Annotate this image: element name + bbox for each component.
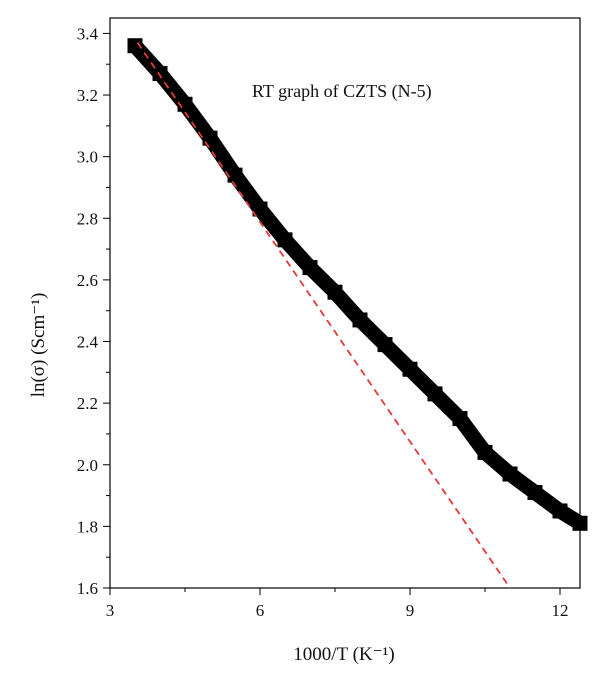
data-point bbox=[552, 503, 568, 519]
y-tick-label: 1.8 bbox=[77, 517, 98, 536]
data-point bbox=[427, 386, 443, 402]
y-tick-label: 2.2 bbox=[77, 394, 98, 413]
y-tick-label: 2.8 bbox=[77, 209, 98, 228]
x-tick-label: 3 bbox=[106, 601, 115, 620]
data-series bbox=[127, 38, 588, 531]
x-tick-label: 9 bbox=[406, 601, 415, 620]
y-tick-label: 3.4 bbox=[77, 24, 99, 43]
data-point bbox=[302, 260, 318, 276]
y-tick-label: 2.0 bbox=[77, 456, 98, 475]
data-point bbox=[277, 232, 293, 248]
plot-border bbox=[109, 17, 581, 589]
data-point bbox=[352, 312, 368, 328]
data-point bbox=[127, 38, 143, 54]
data-point bbox=[402, 361, 418, 377]
data-point bbox=[502, 466, 518, 482]
y-tick-label: 3.2 bbox=[77, 86, 98, 105]
data-point bbox=[477, 444, 493, 460]
data-point bbox=[527, 484, 543, 500]
data-point bbox=[152, 65, 168, 81]
y-tick-label: 2.6 bbox=[77, 271, 98, 290]
y-tick-label: 3.0 bbox=[77, 148, 98, 167]
data-point bbox=[202, 130, 218, 146]
fit-line bbox=[136, 42, 511, 589]
data-point bbox=[377, 337, 393, 353]
x-tick-labels: 3 6 9 12 bbox=[106, 601, 569, 620]
fit-line-series bbox=[136, 42, 511, 589]
data-point bbox=[227, 167, 243, 183]
x-tick-label: 6 bbox=[256, 601, 265, 620]
data-band bbox=[129, 40, 584, 530]
x-tick-label: 12 bbox=[552, 601, 569, 620]
x-axis-label: 1000/T (K⁻¹) bbox=[293, 644, 394, 665]
axis-ticks bbox=[103, 32, 561, 595]
chart-annotation: RT graph of CZTS (N-5) bbox=[252, 81, 432, 102]
data-point bbox=[327, 284, 343, 300]
y-tick-label: 1.6 bbox=[77, 579, 98, 598]
data-point bbox=[572, 515, 588, 531]
y-axis-label: ln(σ) (Scm⁻¹) bbox=[28, 293, 49, 398]
y-tick-label: 2.4 bbox=[77, 333, 99, 352]
y-tick-labels: 1.6 1.8 2.0 2.2 2.4 2.6 2.8 3.0 3.2 3.4 bbox=[77, 24, 99, 598]
data-point bbox=[452, 411, 468, 427]
plot-area bbox=[109, 17, 581, 589]
data-point bbox=[252, 201, 268, 217]
